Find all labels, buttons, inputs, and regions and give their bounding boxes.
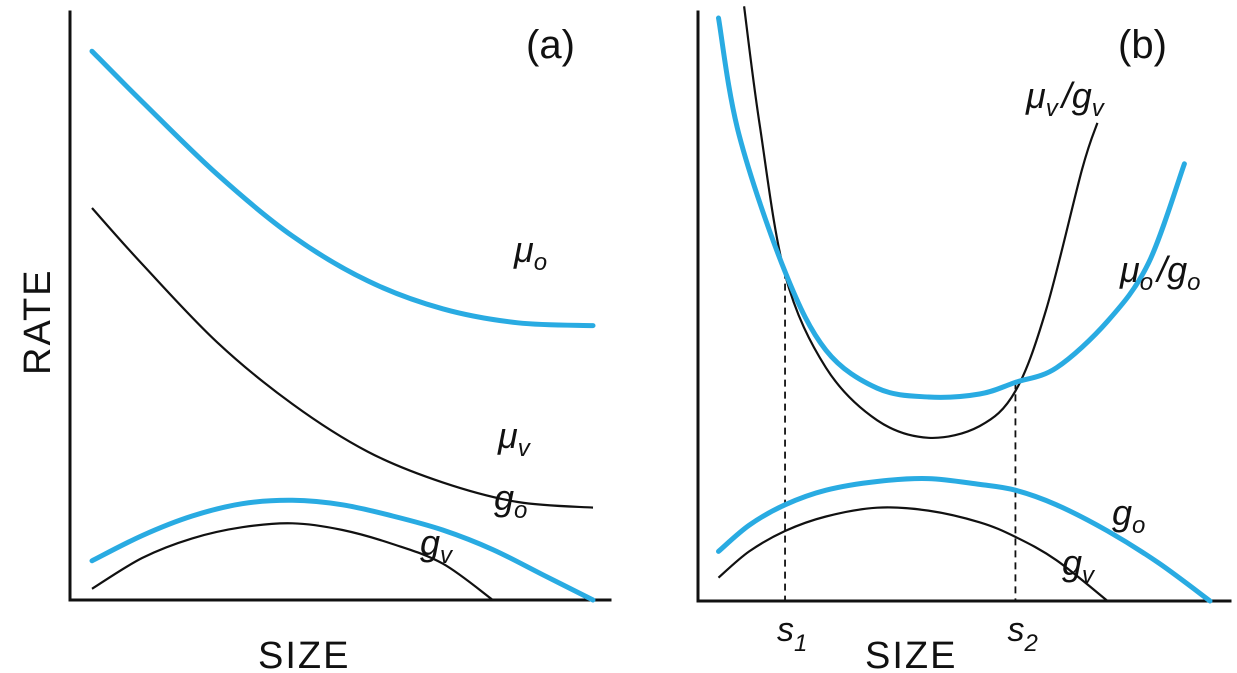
x-marker-label-s1: s1 [777,611,807,657]
series-line-gv [717,506,1109,602]
panel-b-x-axis-title: SIZE [865,635,957,673]
series-label-muv-over-gv: μv/gv [1025,75,1106,122]
series-label-go: go [494,477,527,524]
series-line-gv [91,522,494,601]
panel-b-label: (b) [1118,23,1167,67]
x-marker-label-s2: s2 [1007,611,1037,657]
series-label-go: go [1112,492,1145,539]
series-label-muo-over-go: μo/go [1119,249,1200,296]
panel-a-y-axis-title: RATE [17,268,59,375]
series-line-muo [89,48,596,329]
panel-a-label: (a) [526,23,575,67]
series-line-muo-over-go [716,15,1187,400]
series-line-muv-over-gv [743,6,1099,439]
panel-b-x-markers: s1 s2 [777,271,1038,657]
series-label-muo: μo [513,229,547,276]
series-label-muv: μv [497,415,532,462]
panel-a-x-axis-title: SIZE [258,635,350,673]
series-label-gv: gv [1062,542,1096,589]
panel-a-curves [89,48,596,603]
panel-b-curves [716,6,1213,604]
series-line-muv [91,207,594,509]
series-label-gv: gv [420,522,454,569]
series-line-go [89,497,596,603]
series-line-go [716,475,1213,604]
